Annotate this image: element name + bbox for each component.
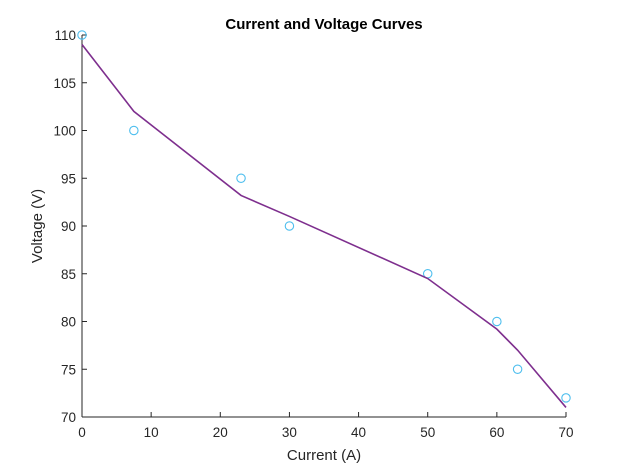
y-tick-label: 80 — [61, 315, 76, 330]
series-layer — [77, 30, 571, 408]
x-tick-label: 60 — [489, 425, 504, 440]
y-ticks: 70 75 80 85 90 95 100 105 110 — [53, 28, 87, 425]
data-point — [492, 316, 502, 327]
x-tick-label: 30 — [282, 425, 297, 440]
chart-title: Current and Voltage Curves — [225, 16, 422, 33]
y-tick-label: 90 — [61, 219, 76, 234]
y-axis-label: Voltage (V) — [29, 189, 46, 263]
data-point — [129, 125, 139, 136]
x-tick-label: 40 — [351, 425, 366, 440]
x-tick-label: 10 — [144, 425, 159, 440]
y-tick-label: 105 — [53, 76, 76, 91]
y-tick-label: 85 — [61, 267, 76, 282]
x-axis-label: Current (A) — [287, 447, 361, 464]
data-point — [284, 221, 295, 231]
data-point — [236, 173, 246, 184]
data-point — [512, 364, 523, 374]
axes: 0 10 20 30 40 50 60 70 70 75 80 85 90 95 100 105 110 — [53, 28, 573, 440]
data-point — [77, 30, 87, 40]
x-tick-label: 50 — [420, 425, 435, 440]
data-point — [561, 393, 571, 403]
x-tick-label: 70 — [558, 425, 573, 440]
y-tick-label: 100 — [53, 124, 76, 139]
x-tick-label: 0 — [78, 425, 86, 440]
y-tick-label: 70 — [61, 410, 76, 425]
y-tick-label: 95 — [61, 171, 76, 186]
x-tick-label: 20 — [213, 425, 228, 440]
x-ticks: 0 10 20 30 40 50 60 70 — [78, 412, 574, 440]
fit-line — [81, 44, 567, 408]
y-tick-label: 75 — [61, 362, 76, 377]
y-tick-label: 110 — [54, 28, 76, 43]
